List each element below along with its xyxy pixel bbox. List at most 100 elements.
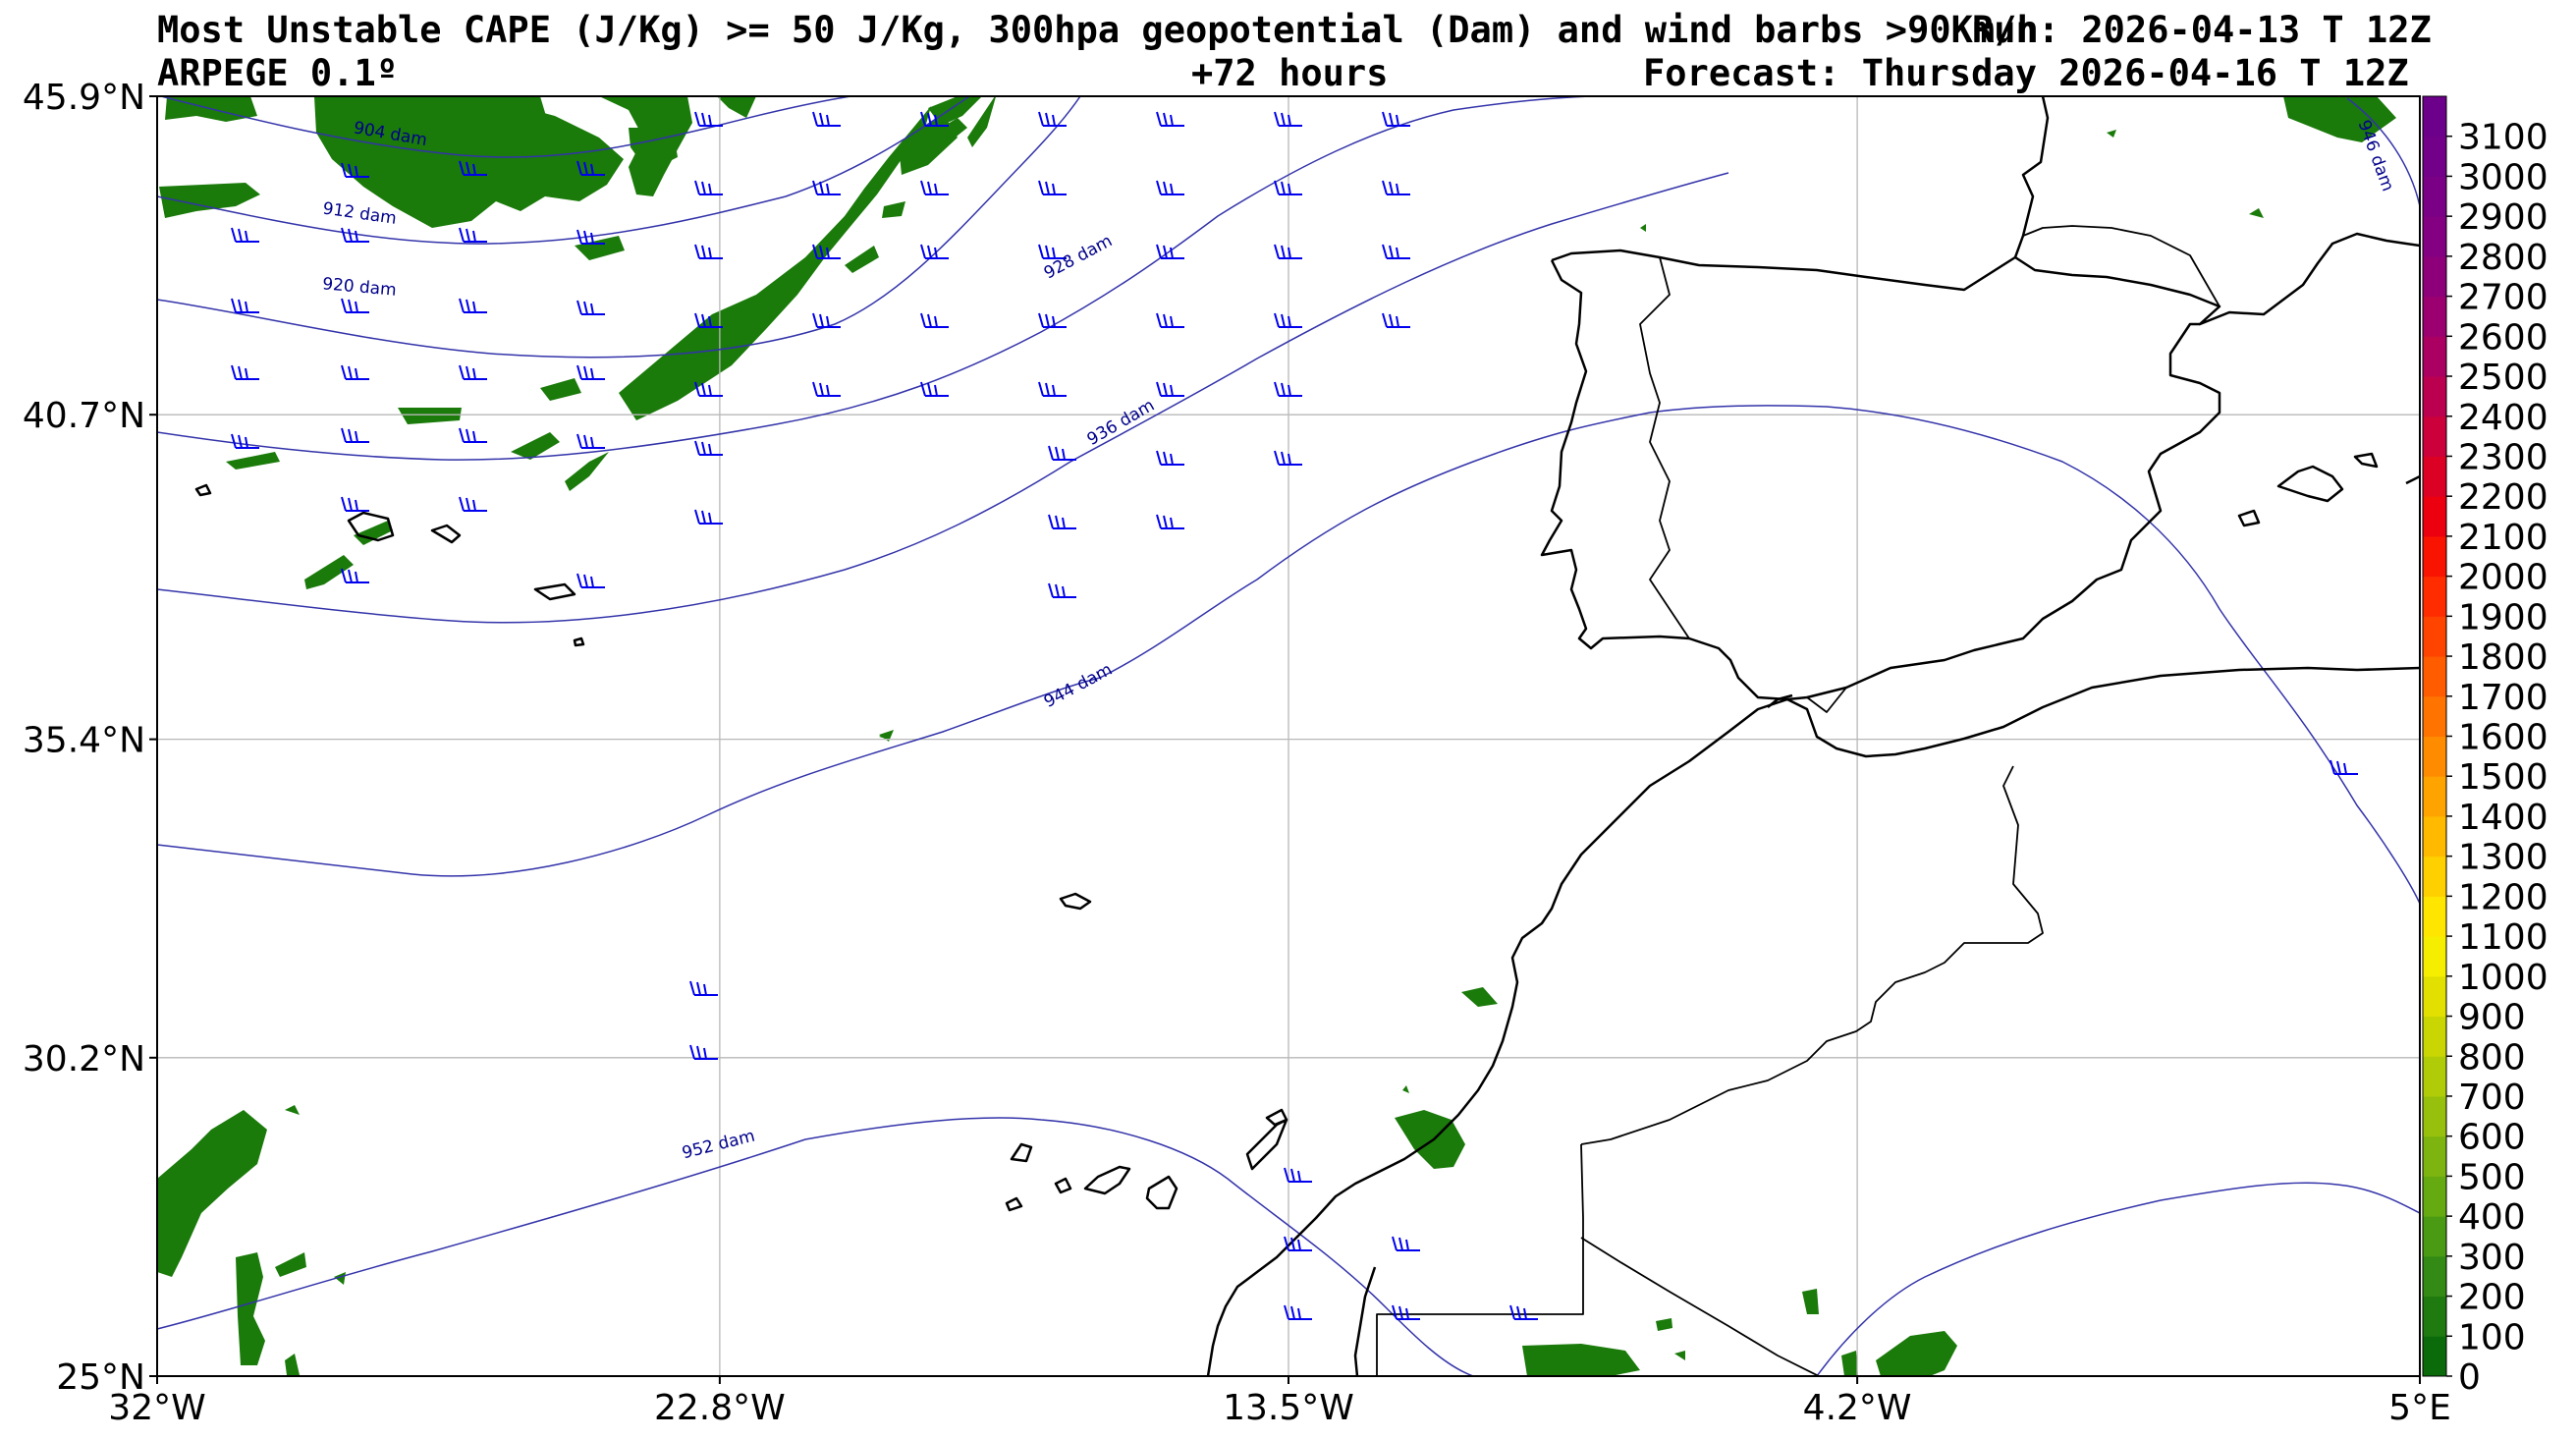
wind-barb (576, 160, 605, 176)
colorbar-segment (2423, 616, 2446, 657)
wind-barb (812, 244, 841, 259)
model-name: ARPEGE 0.1º (157, 52, 399, 94)
wind-barb (1048, 582, 1076, 598)
colorbar-label: 1900 (2458, 597, 2549, 637)
colorbar-label: 100 (2458, 1317, 2526, 1357)
colorbar-segment (2423, 415, 2446, 457)
wind-barb (231, 227, 259, 243)
colorbar-segment (2423, 1296, 2446, 1337)
x-tick-label: 22.8°W (654, 1388, 786, 1428)
colorbar-segment (2423, 896, 2446, 937)
colorbar-segment (2423, 1176, 2446, 1217)
wind-barb (2329, 759, 2358, 775)
wind-barb (1048, 514, 1076, 529)
wind-barb (1392, 1304, 1420, 1320)
colorbar-label: 1700 (2458, 678, 2549, 718)
wind-barb (576, 433, 605, 449)
wind-barb (1392, 1236, 1420, 1251)
colorbar-segment (2423, 736, 2446, 777)
wind-barb (812, 381, 841, 397)
colorbar-segment (2423, 1056, 2446, 1097)
wind-barb (920, 180, 949, 195)
wind-barb (812, 312, 841, 328)
x-tick-label: 4.2°W (1803, 1388, 1912, 1428)
wind-barb (459, 227, 487, 243)
wind-barb (1156, 312, 1184, 328)
wind-barb (1156, 450, 1184, 466)
wind-barb (576, 573, 605, 588)
wind-barb (231, 298, 259, 313)
wind-barb (694, 312, 723, 328)
wind-barb (459, 496, 487, 512)
wind-barb (1284, 1236, 1312, 1251)
coastlines (194, 96, 2420, 1376)
wind-barb (1274, 312, 1302, 328)
colorbar-label: 2000 (2458, 558, 2549, 598)
wind-barb (341, 227, 369, 243)
wind-barb (1274, 111, 1302, 127)
wind-barb (1038, 312, 1067, 328)
y-tick-label: 30.2°N (23, 1039, 145, 1079)
wind-barb (1382, 244, 1410, 259)
wind-barb (1156, 244, 1184, 259)
wind-barb (920, 381, 949, 397)
wind-barb (920, 312, 949, 328)
colorbar-label: 2100 (2458, 518, 2549, 558)
colorbar-segment (2423, 96, 2446, 138)
colorbar-label: 600 (2458, 1118, 2526, 1158)
wind-barbs (231, 111, 2358, 1320)
run-time: Run: 2026-04-13 T 12Z (1972, 9, 2432, 51)
colorbar-segment (2423, 336, 2446, 377)
colorbar-segment (2423, 376, 2446, 417)
colorbar-label: 2900 (2458, 197, 2549, 238)
colorbar-segment (2423, 1095, 2446, 1137)
wind-barb (1274, 381, 1302, 397)
wind-barb (576, 300, 605, 315)
colorbar-label: 1200 (2458, 877, 2549, 917)
wind-barb (689, 980, 718, 996)
colorbar-segment (2423, 1255, 2446, 1298)
wind-barb (1038, 111, 1067, 127)
wind-barb (694, 111, 723, 127)
colorbar-segment (2423, 975, 2446, 1018)
wind-barb (459, 160, 487, 176)
colorbar-segment (2423, 296, 2446, 337)
colorbar-segment (2423, 695, 2446, 737)
colorbar-label: 1600 (2458, 718, 2549, 758)
colorbar-label: 1800 (2458, 637, 2549, 678)
chart-title: Most Unstable CAPE (J/Kg) >= 50 J/Kg, 30… (157, 9, 2039, 51)
colorbar-segment (2423, 656, 2446, 697)
colorbar-segment (2423, 856, 2446, 897)
cape-shading (157, 96, 2396, 1376)
colorbar-segment (2423, 255, 2446, 298)
wind-barb (1048, 445, 1076, 461)
wind-barb (694, 180, 723, 195)
wind-barb (1382, 180, 1410, 195)
colorbar-segment (2423, 1336, 2446, 1377)
wind-barb (1274, 180, 1302, 195)
colorbar-segment (2423, 576, 2446, 617)
wind-barb (694, 440, 723, 456)
lead-time: +72 hours (1191, 52, 1389, 94)
wind-barb (341, 364, 369, 380)
colorbar-label: 1100 (2458, 917, 2549, 958)
gridlines (157, 96, 2420, 1376)
colorbar-label: 2700 (2458, 278, 2549, 318)
map-axes: 32°W 22.8°W 13.5°W 4.2°W 5°E 45.9°N 40.7°N 35.4… (23, 78, 2451, 1428)
colorbar-segment (2423, 936, 2446, 977)
wind-barb (694, 509, 723, 525)
colorbar-segment (2423, 1016, 2446, 1057)
x-tick-label: 5°E (2388, 1388, 2451, 1428)
wind-barb (341, 162, 369, 178)
forecast-time: Forecast: Thursday 2026-04-16 T 12Z (1643, 52, 2409, 94)
colorbar-segment (2423, 1216, 2446, 1257)
colorbar-segment (2423, 815, 2446, 858)
colorbar-label: 0 (2458, 1357, 2481, 1398)
colorbar-label: 1500 (2458, 757, 2549, 798)
wind-barb (1382, 111, 1410, 127)
colorbar-label: 2600 (2458, 317, 2549, 358)
colorbar-label: 1300 (2458, 838, 2549, 878)
wind-barb (1274, 244, 1302, 259)
wind-barb (1284, 1167, 1312, 1183)
colorbar-label: 500 (2458, 1157, 2526, 1197)
